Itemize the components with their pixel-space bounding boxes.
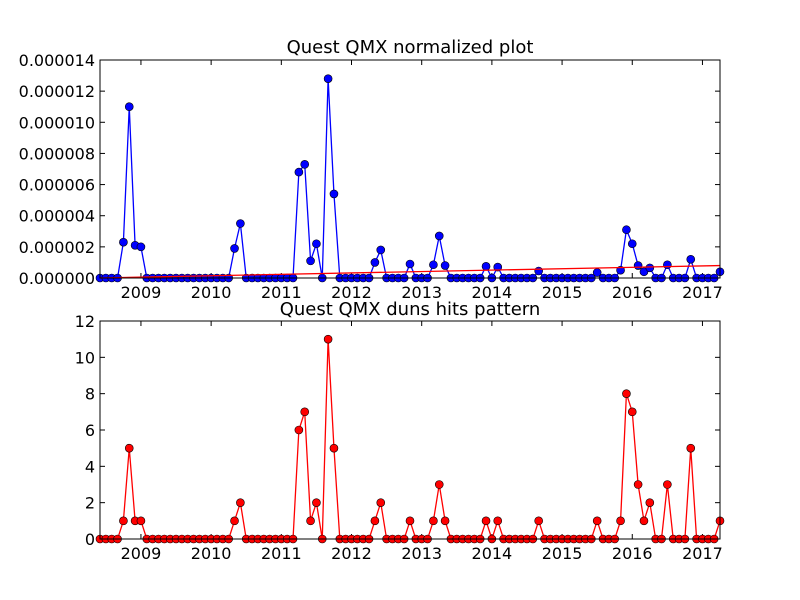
- data-point: [300, 160, 310, 169]
- data-point: [119, 516, 128, 526]
- data-point: [622, 389, 631, 398]
- y-tick-label: 0.000014: [19, 51, 95, 70]
- data-point: [294, 425, 304, 435]
- data-point: [534, 266, 543, 276]
- y-tick-label: 0.000000: [19, 269, 95, 288]
- x-tick-label: 2015: [542, 283, 583, 302]
- x-tick-label: 2016: [612, 283, 653, 302]
- data-point: [592, 516, 602, 526]
- data-point: [440, 261, 450, 270]
- data-point: [429, 516, 438, 526]
- chart-title: Quest QMX duns hits pattern: [280, 299, 541, 320]
- data-point: [627, 239, 637, 249]
- data-point: [686, 255, 696, 264]
- data-point: [493, 262, 503, 272]
- data-point: [230, 516, 239, 526]
- data-point: [627, 407, 637, 417]
- data-point: [370, 258, 380, 267]
- y-tick-label: 0.000008: [19, 144, 95, 163]
- x-tick-label: 2009: [121, 283, 162, 302]
- data-point: [329, 189, 339, 199]
- data-point: [376, 245, 386, 255]
- y-tick-label: 8: [85, 385, 95, 404]
- data-point: [124, 443, 134, 453]
- x-tick-label: 2011: [261, 544, 302, 563]
- data-point: [370, 516, 380, 526]
- y-tick-label: 0.000006: [19, 176, 95, 195]
- data-point: [663, 260, 672, 270]
- y-tick-label: 2: [85, 494, 95, 513]
- data-point: [119, 237, 128, 247]
- chart-title: Quest QMX normalized plot: [287, 37, 534, 58]
- x-tick-label: 2011: [261, 283, 302, 302]
- y-tick-label: 0.000012: [19, 82, 95, 101]
- data-point: [645, 498, 655, 507]
- data-point: [434, 480, 444, 489]
- x-tick-label: 2016: [612, 544, 653, 563]
- data-point: [312, 498, 321, 507]
- data-point: [312, 239, 321, 249]
- data-point: [429, 260, 438, 270]
- x-tick-label: 2017: [682, 283, 723, 302]
- data-point: [230, 244, 239, 253]
- axes-frame: [99, 320, 721, 540]
- data-point: [300, 407, 310, 417]
- y-tick-label: 10: [75, 348, 95, 367]
- x-tick-label: 2014: [472, 283, 513, 302]
- data-point: [306, 256, 315, 266]
- y-tick-label: 6: [85, 421, 95, 440]
- data-point: [645, 263, 655, 273]
- data-point: [376, 498, 386, 507]
- y-tick-label: 0.000002: [19, 238, 95, 257]
- data-point: [481, 262, 491, 271]
- data-point: [663, 480, 672, 489]
- axes-frame: [99, 59, 721, 279]
- data-point: [124, 102, 134, 112]
- x-tick-label: 2013: [401, 283, 442, 302]
- data-point: [236, 219, 245, 228]
- data-point: [616, 516, 625, 526]
- normalized-plot: Quest QMX normalized plot 0.000000 0.0000…: [19, 37, 725, 302]
- data-point: [440, 516, 450, 526]
- x-tick-label: 2010: [191, 283, 232, 302]
- y-tick-label: 0: [85, 530, 95, 549]
- data-point: [405, 516, 415, 526]
- data-point: [434, 231, 444, 241]
- data-point: [136, 242, 146, 252]
- data-point: [236, 498, 245, 507]
- x-tick-label: 2012: [331, 283, 372, 302]
- data-point: [329, 443, 339, 453]
- data-point: [633, 261, 643, 270]
- data-point: [633, 480, 643, 489]
- x-tick-label: 2009: [121, 544, 162, 563]
- data-point: [481, 516, 491, 526]
- data-point: [405, 259, 415, 269]
- data-point: [686, 443, 696, 453]
- x-tick-label: 2017: [682, 544, 723, 563]
- x-tick-label: 2012: [331, 544, 372, 563]
- x-tick-label: 2013: [401, 544, 442, 563]
- plot-area: 0 2 4 6 8 10 12 2009 2010 2011 2012 2013 2014 2015 201…: [75, 312, 725, 563]
- x-tick-label: 2010: [191, 544, 232, 563]
- data-point: [323, 334, 333, 344]
- data-point: [622, 225, 631, 235]
- trend-line: [99, 264, 721, 279]
- data-point: [306, 516, 315, 526]
- y-tick-label: 12: [75, 312, 95, 331]
- y-tick-label: 0.000004: [19, 207, 95, 226]
- data-point: [534, 516, 543, 526]
- data-point: [639, 516, 649, 526]
- y-tick-label: 4: [85, 457, 95, 476]
- x-tick-label: 2014: [472, 544, 513, 563]
- x-tick-label: 2015: [542, 544, 583, 563]
- duns-hits-plot: Quest QMX duns hits pattern 0 2 4 6 8 10 12 200…: [75, 299, 725, 563]
- data-point: [294, 167, 304, 177]
- data-point: [136, 516, 146, 526]
- data-point: [493, 516, 503, 526]
- data-point: [323, 74, 333, 83]
- y-tick-label: 0.000010: [19, 113, 95, 132]
